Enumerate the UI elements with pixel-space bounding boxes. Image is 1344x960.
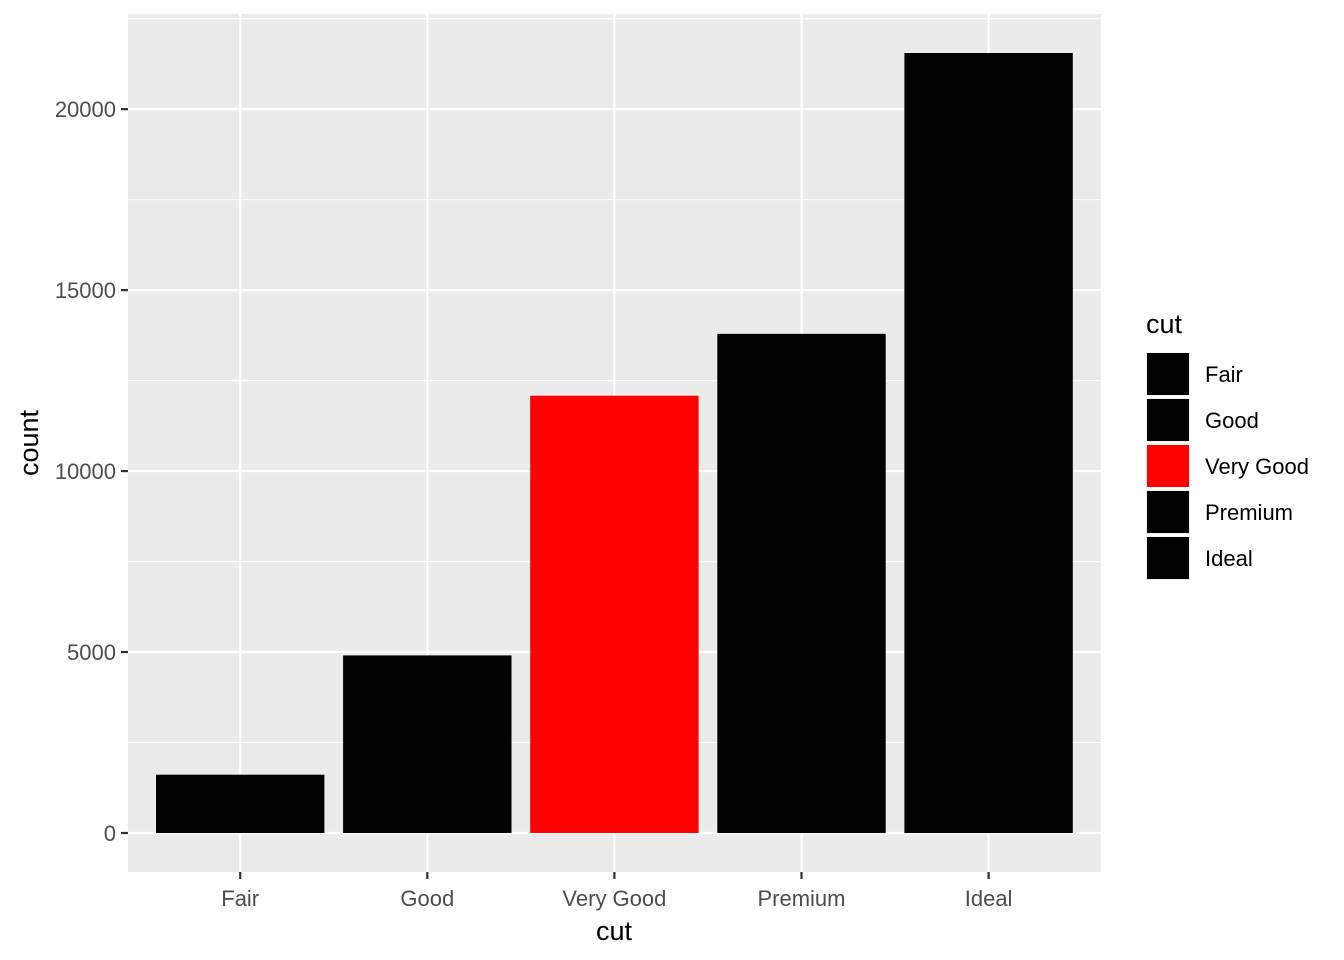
legend-label: Ideal — [1205, 546, 1253, 571]
y-axis-title: count — [14, 409, 44, 476]
y-tick-label: 20000 — [55, 97, 116, 122]
bar-premium — [717, 333, 886, 833]
legend-label: Very Good — [1205, 454, 1309, 479]
legend-swatch — [1147, 491, 1189, 533]
x-tick-label: Fair — [221, 886, 259, 911]
legend-label: Premium — [1205, 500, 1293, 525]
bar-fair — [156, 774, 325, 833]
bar-good — [343, 655, 512, 833]
legend-label: Fair — [1205, 362, 1243, 387]
bar-very-good — [530, 395, 699, 833]
legend-label: Good — [1205, 408, 1259, 433]
legend: cut Fair Good Very Good Premium Ideal — [1146, 309, 1309, 580]
legend-swatch — [1147, 353, 1189, 395]
bars — [156, 53, 1073, 833]
legend-title: cut — [1146, 309, 1183, 339]
x-tick-label: Very Good — [562, 886, 666, 911]
x-tick-label: Good — [400, 886, 454, 911]
bar-ideal — [904, 53, 1073, 833]
x-axis: Fair Good Very Good Premium Ideal — [221, 872, 1012, 911]
y-tick-label: 5000 — [67, 640, 116, 665]
x-tick-label: Ideal — [965, 886, 1013, 911]
y-tick-label: 0 — [104, 821, 116, 846]
x-axis-title: cut — [596, 916, 633, 946]
legend-swatch — [1147, 537, 1189, 579]
y-axis: 0 5000 10000 15000 20000 — [55, 97, 128, 846]
legend-swatch — [1147, 399, 1189, 441]
x-tick-label: Premium — [757, 886, 845, 911]
y-tick-label: 10000 — [55, 459, 116, 484]
legend-swatch — [1147, 445, 1189, 487]
y-tick-label: 15000 — [55, 278, 116, 303]
